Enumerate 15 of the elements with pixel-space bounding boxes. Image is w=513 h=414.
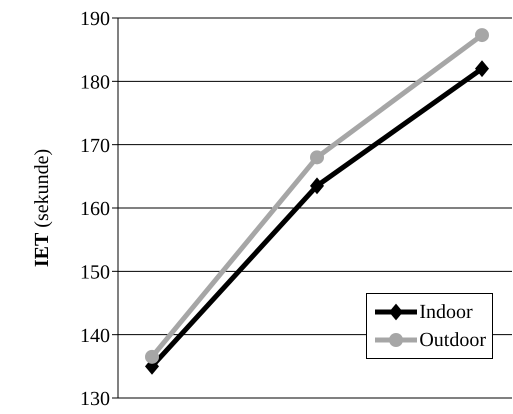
- point: [310, 177, 324, 194]
- y-axis-title: IET (sekunde): [31, 148, 53, 268]
- y-tick-label: 140: [80, 324, 110, 347]
- y-tick-label: 150: [80, 261, 110, 284]
- y-tick-label: 190: [80, 8, 110, 30]
- point: [310, 150, 324, 164]
- y-tick-label: 170: [80, 134, 110, 157]
- legend-label: Outdoor: [419, 328, 486, 352]
- y-tick-label: 180: [80, 71, 110, 94]
- point: [475, 60, 489, 78]
- point: [145, 350, 159, 364]
- y-tick-label: 160: [80, 198, 110, 220]
- legend-label: Indoor: [419, 300, 473, 324]
- point: [475, 28, 489, 42]
- y-tick-label: 130: [80, 388, 110, 410]
